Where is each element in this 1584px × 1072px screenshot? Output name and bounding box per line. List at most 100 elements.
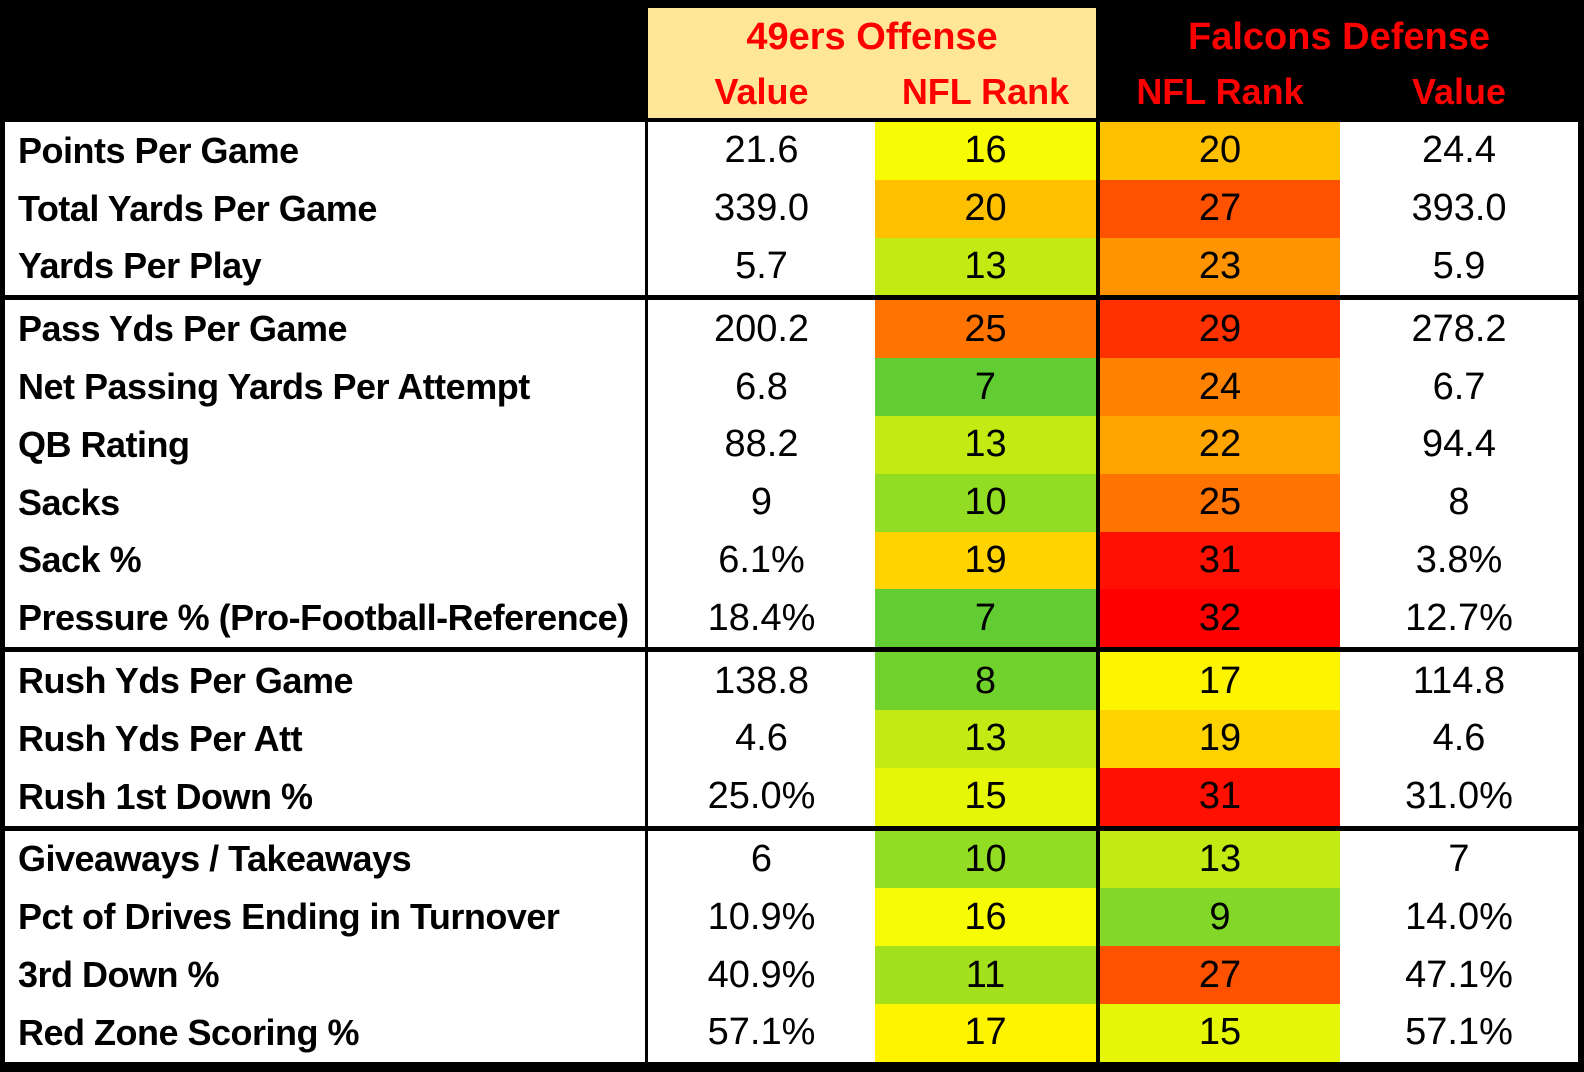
defense-value: 393.0 (1411, 187, 1507, 230)
defense-rank-cell: 32 (1100, 589, 1340, 648)
offense-rank-cell: 25 (875, 300, 1100, 359)
table-row: Points Per Game 21.6 16 20 24.4 (5, 122, 1578, 180)
offense-value: 4.6 (735, 717, 788, 760)
table-row: Rush 1st Down % 25.0% 15 31 31.0% (5, 767, 1578, 831)
offense-rank-cell: 7 (875, 358, 1100, 416)
offense-value: 339.0 (713, 187, 810, 230)
defense-rank-cell: 17 (1100, 652, 1340, 710)
stat-label: Yards Per Play (5, 237, 648, 296)
offense-rank-cell: 10 (875, 830, 1100, 889)
defense-rank-cell: 31 (1100, 531, 1340, 590)
defense-rank-cell: 31 (1100, 767, 1340, 826)
table-row: Giveaways / Takeaways 6 10 13 7 (5, 830, 1578, 889)
stat-label: Points Per Game (5, 122, 648, 180)
defense-value: 7 (1448, 837, 1470, 880)
table-row: Total Yards Per Game 339.0 20 27 393.0 (5, 179, 1578, 238)
defense-value: 4.6 (1432, 717, 1486, 760)
offense-value: 200.2 (713, 307, 810, 350)
stat-label: Sacks (5, 473, 648, 532)
offense-value: 40.9% (707, 953, 816, 996)
offense-rank-cell: 10 (875, 473, 1100, 532)
defense-value: 94.4 (1422, 423, 1496, 466)
stat-label: Rush Yds Per Game (5, 652, 648, 710)
offense-header-section: 49ers Offense Value NFL Rank (648, 0, 1100, 118)
defense-value: 5.9 (1432, 244, 1486, 287)
stat-label: Pressure % (Pro-Football-Reference) (5, 589, 648, 648)
stat-label: Rush 1st Down % (5, 767, 648, 826)
offense-value: 6.1% (718, 538, 805, 581)
offense-rank-cell: 19 (875, 531, 1100, 590)
offense-rank-cell: 13 (875, 709, 1100, 768)
offense-value: 9 (750, 481, 773, 524)
offense-rank-cell: 8 (875, 652, 1100, 710)
defense-value: 14.0% (1405, 895, 1513, 938)
stat-label: Sack % (5, 531, 648, 590)
defense-value: 47.1% (1405, 953, 1513, 996)
defense-value: 6.7 (1432, 365, 1486, 408)
defense-value: 278.2 (1411, 307, 1507, 350)
table-row: Red Zone Scoring % 57.1% 17 15 57.1% (5, 1003, 1578, 1062)
offense-rank-cell: 16 (875, 888, 1100, 947)
offense-value: 6.8 (735, 365, 788, 408)
defense-rank-cell: 25 (1100, 473, 1340, 532)
table-row: Pressure % (Pro-Football-Reference) 18.4… (5, 589, 1578, 653)
offense-rank-cell: 11 (875, 946, 1100, 1004)
header-corner-cell (5, 0, 648, 118)
table-header: 49ers Offense Value NFL Rank Falcons Def… (5, 0, 1578, 122)
stat-label: Total Yards Per Game (5, 179, 648, 238)
defense-rank-cell: 27 (1100, 946, 1340, 1004)
table-row: Yards Per Play 5.7 13 23 5.9 (5, 237, 1578, 301)
defense-rank-cell: 19 (1100, 709, 1340, 768)
defense-rank-cell: 15 (1100, 1003, 1340, 1062)
offense-value: 138.8 (713, 659, 810, 702)
offense-value: 57.1% (707, 1011, 816, 1054)
table-row: Rush Yds Per Game 138.8 8 17 114.8 (5, 652, 1578, 710)
stat-label: Giveaways / Takeaways (5, 830, 648, 889)
defense-value: 31.0% (1405, 775, 1513, 818)
table-row: Sack % 6.1% 19 31 3.8% (5, 531, 1578, 590)
offense-value: 21.6 (724, 129, 799, 172)
table-row: Pct of Drives Ending in Turnover 10.9% 1… (5, 888, 1578, 947)
defense-value: 114.8 (1412, 659, 1506, 702)
defense-value: 12.7% (1405, 596, 1513, 639)
offense-rank-cell: 13 (875, 415, 1100, 474)
offense-rank-cell: 17 (875, 1003, 1100, 1062)
stat-label: Pct of Drives Ending in Turnover (5, 888, 648, 947)
offense-rank-cell: 13 (875, 237, 1100, 296)
offense-header-panel: 49ers Offense Value NFL Rank (648, 8, 1096, 118)
offense-rank-column-header: NFL Rank (901, 71, 1070, 112)
stat-label: 3rd Down % (5, 946, 648, 1004)
offense-value: 88.2 (724, 423, 799, 466)
offense-value-column-header: Value (714, 71, 809, 112)
defense-rank-cell: 23 (1100, 237, 1340, 296)
defense-header-section: Falcons Defense NFL Rank Value (1100, 0, 1578, 118)
stat-label: Rush Yds Per Att (5, 709, 648, 768)
offense-rank-cell: 15 (875, 767, 1100, 826)
offense-rank-cell: 16 (875, 122, 1100, 180)
offense-value: 25.0% (707, 775, 816, 818)
stat-label: Net Passing Yards Per Attempt (5, 358, 648, 416)
table-row: 3rd Down % 40.9% 11 27 47.1% (5, 946, 1578, 1004)
table-row: QB Rating 88.2 13 22 94.4 (5, 415, 1578, 474)
offense-value: 6 (750, 837, 773, 880)
offense-value: 18.4% (707, 596, 816, 639)
defense-rank-cell: 29 (1100, 300, 1340, 359)
table-row: Pass Yds Per Game 200.2 25 29 278.2 (5, 300, 1578, 359)
table-row: Rush Yds Per Att 4.6 13 19 4.6 (5, 709, 1578, 768)
defense-header-title: Falcons Defense (1188, 15, 1490, 58)
offense-value: 10.9% (707, 895, 816, 938)
defense-rank-cell: 22 (1100, 415, 1340, 474)
offense-rank-cell: 7 (875, 589, 1100, 648)
stat-label: Red Zone Scoring % (5, 1003, 648, 1062)
defense-rank-cell: 27 (1100, 179, 1340, 238)
defense-value: 57.1% (1405, 1011, 1513, 1054)
defense-rank-cell: 24 (1100, 358, 1340, 416)
defense-value: 3.8% (1415, 538, 1503, 581)
table-row: Net Passing Yards Per Attempt 6.8 7 24 6… (5, 358, 1578, 416)
offense-rank-cell: 20 (875, 179, 1100, 238)
defense-value: 24.4 (1422, 129, 1496, 172)
offense-value: 5.7 (735, 244, 788, 287)
defense-rank-cell: 20 (1100, 122, 1340, 180)
stat-label: Pass Yds Per Game (5, 300, 648, 359)
